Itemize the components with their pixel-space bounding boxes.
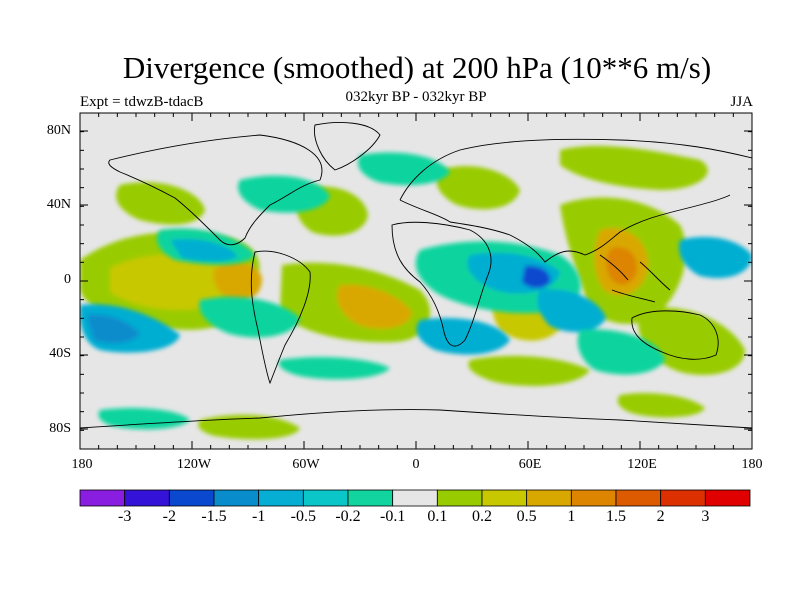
colorbar-swatch [526, 489, 572, 507]
colorbar-swatch [481, 489, 528, 507]
x-tick-label: 180 [71, 457, 93, 472]
period-label: 032kyr BP - 032kyr BP [345, 89, 487, 105]
coastline-south-america [250, 250, 311, 385]
colorbar-label: 3 [701, 508, 710, 525]
coastlines [80, 122, 752, 429]
colorbar-swatch [124, 489, 170, 507]
coastline-africa [391, 221, 492, 347]
colorbar-label: -1 [251, 508, 266, 525]
colorbar-swatch [660, 489, 706, 507]
colorbar-label: -2 [162, 508, 176, 525]
axis-ticks [79, 112, 753, 450]
colorbar-swatch [392, 489, 438, 507]
coastline-antarctica [80, 409, 752, 429]
colorbar-label: 1.5 [606, 508, 626, 525]
y-tick-label: 40S [49, 346, 71, 361]
plot-title: Divergence (smoothed) at 200 hPa (10**6 … [122, 50, 712, 85]
colorbar-swatch [615, 489, 662, 507]
coastline-greenland [314, 122, 381, 171]
colorbar-label: -0.1 [379, 508, 406, 525]
colorbar-label: -3 [117, 508, 132, 525]
colorbar-label: 0.2 [472, 508, 492, 525]
season-label: JJA [730, 94, 753, 110]
x-tick-label: 120E [627, 457, 657, 472]
x-tick-label: 180 [741, 457, 763, 472]
y-tick-label: 80S [49, 421, 71, 436]
negative-divergence-areas [80, 152, 752, 430]
y-tick-label: 0 [64, 272, 71, 287]
x-tick-label: 120W [176, 457, 212, 472]
colorbar-swatch [213, 489, 260, 507]
colorbar-swatch [302, 489, 349, 507]
coastline-north-america [108, 134, 323, 246]
colorbar-label: 0.1 [427, 508, 448, 525]
colorbar-label: 1 [567, 508, 576, 525]
colorbar-label: 2 [656, 508, 665, 525]
colorbar-swatch [79, 489, 126, 507]
colorbar-swatch [168, 489, 215, 507]
x-tick-label: 60E [518, 457, 542, 472]
colorbar-swatch [258, 489, 304, 507]
colorbar-swatch [570, 489, 617, 507]
y-tick-label: 80N [46, 123, 71, 138]
colorbar-label: -0.5 [290, 508, 316, 525]
coastline-southeast-asia [599, 254, 671, 303]
x-tick-label: 0 [412, 457, 420, 472]
y-tick-label: 40N [46, 197, 71, 212]
colorbar-label: -0.2 [335, 508, 361, 525]
colorbar [79, 489, 751, 507]
x-tick-label: 60W [292, 457, 320, 472]
colorbar-label: 0.5 [516, 508, 537, 525]
colorbar-label: -1.5 [201, 508, 227, 525]
contour-fields [80, 122, 752, 440]
colorbar-swatch [436, 489, 483, 507]
colorbar-swatch [704, 489, 751, 507]
coastline-australia [631, 310, 719, 360]
coastline-europe-asia [399, 138, 752, 263]
experiment-label: Expt = tdwzB-tdacB [80, 94, 204, 110]
colorbar-swatch [347, 489, 394, 507]
